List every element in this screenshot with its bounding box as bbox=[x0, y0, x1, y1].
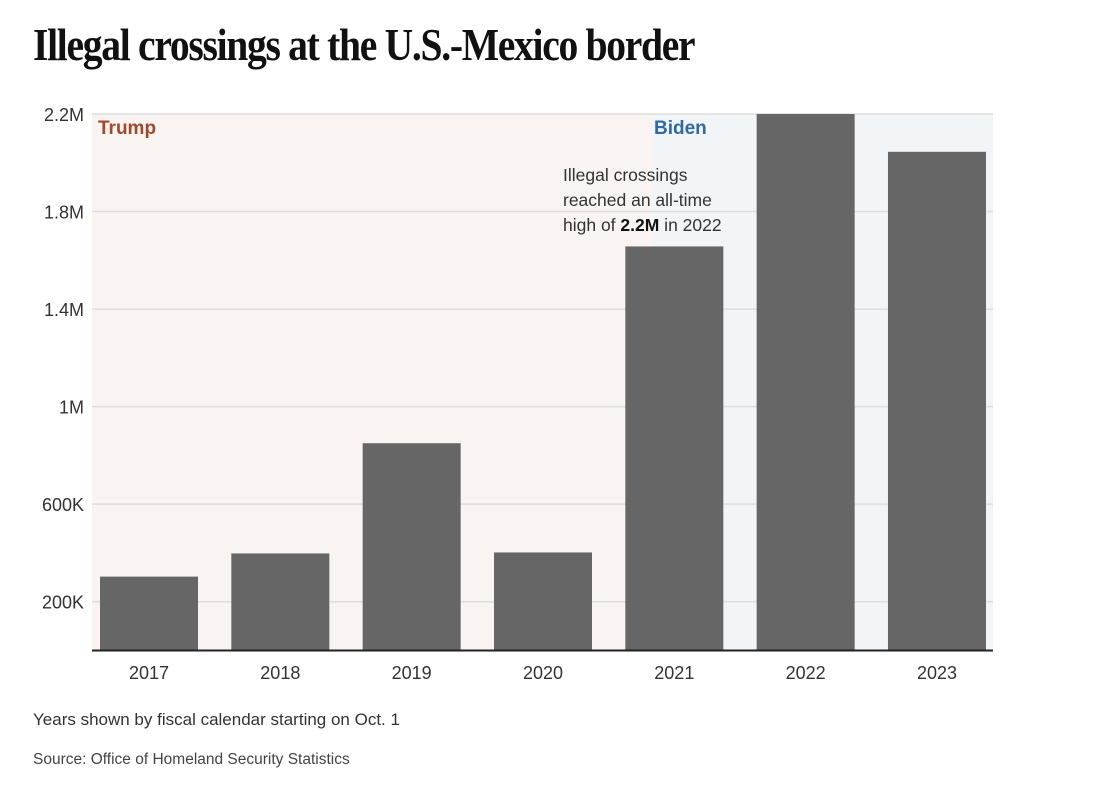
x-tick-label: 2020 bbox=[523, 663, 563, 683]
bar-2018 bbox=[231, 553, 330, 651]
bar-2017 bbox=[100, 576, 198, 651]
annotation-peak-value: 2.2M bbox=[620, 215, 659, 235]
bar-2022 bbox=[756, 114, 855, 651]
y-tick-label: 600K bbox=[42, 495, 84, 515]
annotation-prefix: high of bbox=[563, 215, 620, 235]
source-note: Source: Office of Homeland Security Stat… bbox=[33, 751, 350, 768]
y-axis: 200K 600K 1M 1.4M 1.8M 2.2M bbox=[42, 105, 84, 613]
bar-2021 bbox=[625, 246, 724, 651]
y-tick-label: 1M bbox=[59, 398, 84, 418]
annotation-line-3: high of 2.2M in 2022 bbox=[563, 215, 722, 235]
x-axis: 2017 2018 2019 2020 2021 2022 2023 bbox=[129, 663, 957, 683]
annotation-line-1: Illegal crossings bbox=[563, 165, 688, 185]
biden-era-label: Biden bbox=[654, 118, 707, 139]
chart-title: Illegal crossings at the U.S.-Mexico bor… bbox=[33, 19, 696, 70]
y-tick-label: 1.4M bbox=[44, 300, 84, 320]
annotation-line-2: reached an all-time bbox=[563, 190, 712, 210]
trump-era-label: Trump bbox=[98, 118, 156, 139]
bars bbox=[100, 114, 986, 651]
y-tick-label: 1.8M bbox=[44, 203, 84, 223]
x-tick-label: 2022 bbox=[786, 663, 826, 683]
bar-2023 bbox=[887, 151, 986, 651]
annotation-suffix: in 2022 bbox=[659, 215, 721, 235]
bar-2019 bbox=[362, 443, 461, 651]
x-tick-label: 2018 bbox=[260, 663, 300, 683]
peak-annotation: Illegal crossings reached an all-time hi… bbox=[563, 165, 722, 235]
x-tick-label: 2023 bbox=[917, 663, 957, 683]
x-tick-label: 2019 bbox=[392, 663, 432, 683]
x-tick-label: 2017 bbox=[129, 663, 169, 683]
x-tick-label: 2021 bbox=[654, 663, 694, 683]
y-tick-label: 2.2M bbox=[44, 105, 84, 125]
bar-2020 bbox=[493, 552, 592, 651]
y-tick-label: 200K bbox=[42, 593, 84, 613]
fiscal-year-note: Years shown by fiscal calendar starting … bbox=[33, 710, 400, 729]
